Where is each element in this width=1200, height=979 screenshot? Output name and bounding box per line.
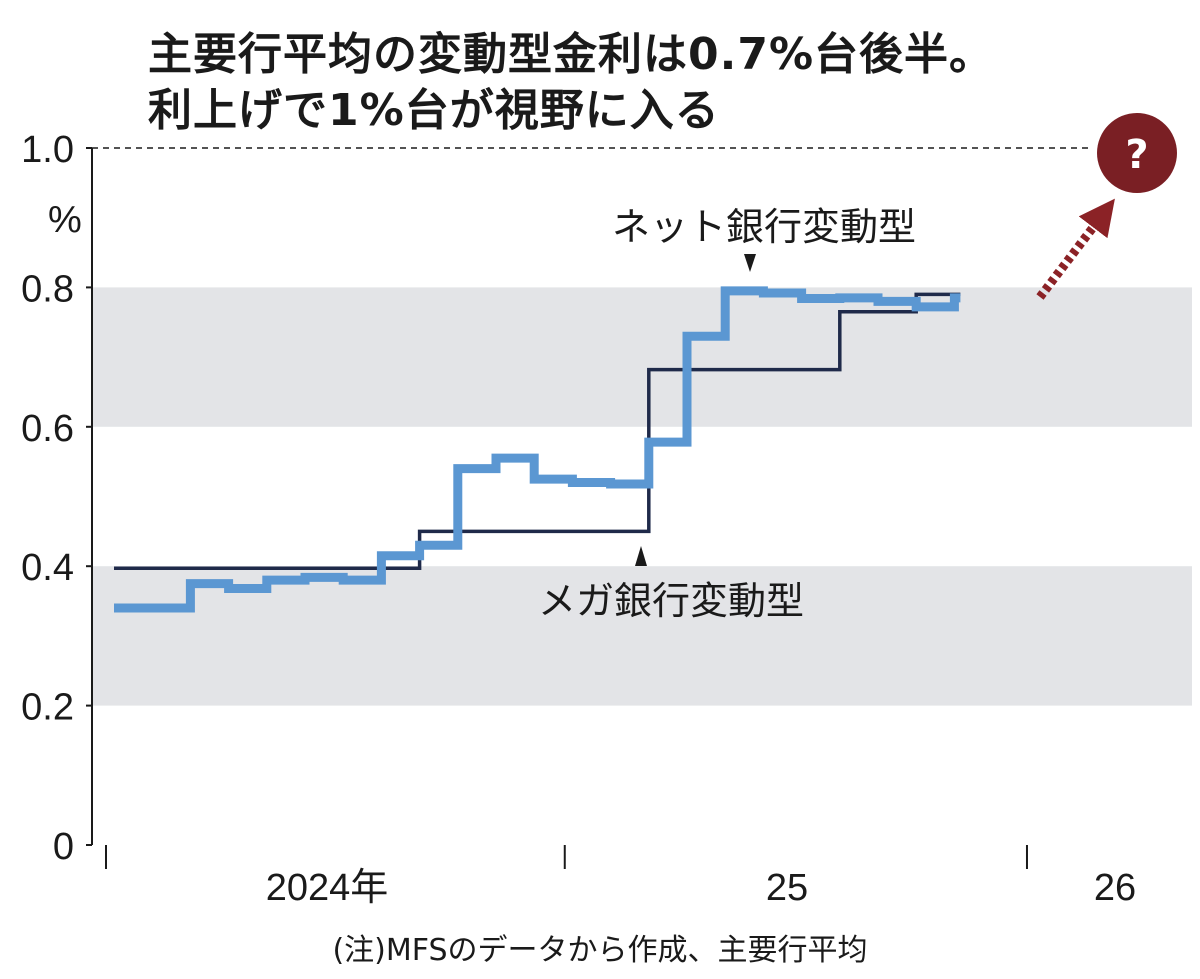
question-badge: [1097, 113, 1177, 193]
y-tick-label-0: 1.0: [21, 129, 74, 171]
y-ticks: 1.0 0.8 0.6 0.4 0.2 0: [21, 129, 92, 868]
shaded-band-0: [92, 566, 1192, 706]
series-lines: [114, 286, 961, 613]
net-bank-label: ネット銀行変動型: [612, 205, 916, 249]
x-tick-label-0: 2024年: [266, 867, 389, 909]
x-tick-label-1: 25: [766, 867, 808, 909]
source-note: (注)MFSのデータから作成、主要行平均: [332, 933, 867, 968]
shaded-bands: [92, 287, 1192, 706]
chart-title-line1: 主要行平均の変動型金利は0.7%台後半。: [148, 29, 995, 80]
x-ticks: 2024年 25 26: [105, 845, 1136, 909]
net-label-pointer: [744, 254, 756, 272]
y-tick-label-4: 0.2: [21, 687, 74, 729]
mega-label-pointer: [635, 546, 647, 566]
question-mark: ?: [1125, 132, 1148, 178]
chart-title-line2: 利上げで1%台が視野に入る: [148, 85, 720, 136]
y-tick-label-2: 0.6: [21, 408, 74, 450]
shaded-band-1: [92, 287, 1192, 427]
mega-bank-label: メガ銀行変動型: [538, 579, 804, 623]
y-tick-label-5: 0: [53, 826, 74, 868]
y-tick-label-1: 0.8: [21, 268, 74, 310]
forecast-arrow: [1036, 198, 1115, 300]
axes: [91, 147, 1092, 845]
y-unit-label: %: [48, 199, 82, 241]
series-line-mega: [114, 292, 961, 571]
y-tick-label-3: 0.4: [21, 547, 74, 589]
annotations: % ネット銀行変動型 メガ銀行変動型 ? (注)MFSのデータから作成、主要行平…: [48, 113, 1177, 968]
x-tick-label-2: 26: [1094, 867, 1136, 909]
series-line-net: [114, 286, 961, 613]
